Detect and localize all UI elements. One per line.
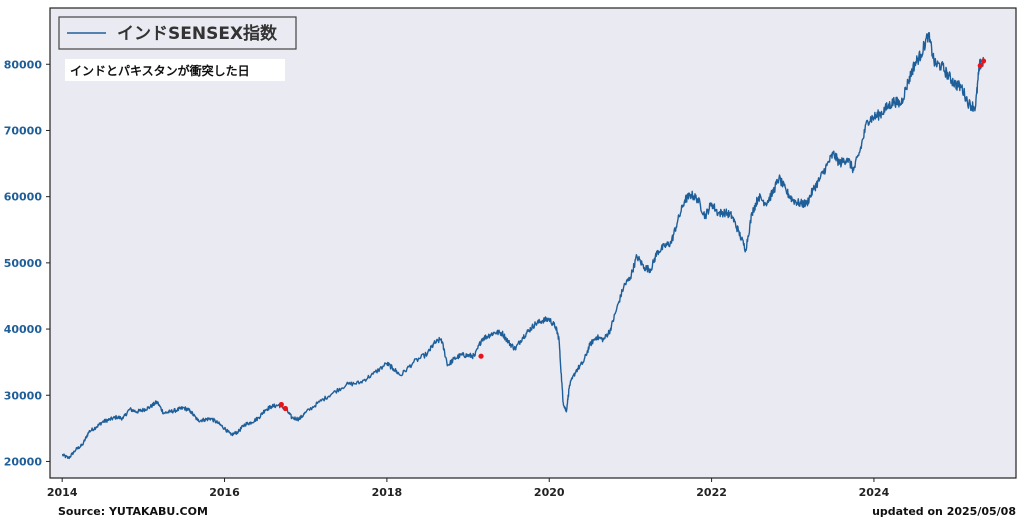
conflict-marker: [282, 405, 289, 412]
conflict-marker: [478, 353, 484, 359]
annotation-label: インドとパキスタンが衝突した日: [70, 63, 250, 78]
conflict-marker: [980, 58, 987, 64]
legend: インドSENSEX指数: [58, 16, 297, 50]
annotation-box: インドとパキスタンが衝突した日: [65, 59, 285, 81]
x-tick-label: 2014: [47, 486, 78, 499]
y-tick-label: 60000: [4, 191, 43, 204]
x-tick-label: 2024: [859, 486, 890, 499]
y-tick-label: 80000: [4, 58, 43, 71]
y-tick-label: 70000: [4, 124, 43, 137]
annotation-bg: [65, 59, 285, 81]
conflict-marker: [278, 401, 284, 408]
y-tick-label: 20000: [4, 455, 43, 468]
x-tick-label: 2020: [534, 486, 565, 499]
conflict-markers: [278, 58, 987, 412]
source-credit: Source: YUTAKABU.COM: [58, 505, 208, 518]
plot-area: [49, 7, 1017, 479]
x-tick-label: 2018: [372, 486, 403, 499]
y-tick-label: 40000: [4, 323, 43, 336]
x-axis: 2014 2016 2018 2020 2022 2024: [47, 478, 890, 499]
updated-date: updated on 2025/05/08: [872, 505, 1016, 518]
x-tick-label: 2016: [209, 486, 240, 499]
y-tick-label: 50000: [4, 257, 43, 270]
y-axis: 20000 30000 40000 50000 60000 70000 80000: [4, 58, 50, 468]
series-line-sensex: [61, 32, 985, 460]
legend-label: インドSENSEX指数: [117, 23, 278, 44]
x-tick-label: 2022: [696, 486, 727, 499]
y-tick-label: 30000: [4, 389, 43, 402]
conflict-marker: [977, 62, 983, 69]
